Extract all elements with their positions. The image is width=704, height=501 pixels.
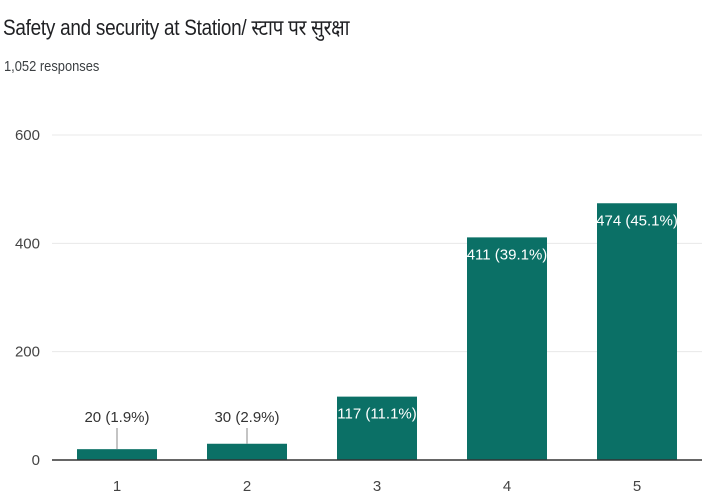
y-tick-label: 400 bbox=[15, 235, 40, 252]
bar-4 bbox=[467, 237, 547, 460]
data-labels: 20 (1.9%) 30 (2.9%) 117 (11.1%) 411 (39.1%)… bbox=[84, 212, 677, 426]
y-axis-ticks: 0 200 400 600 bbox=[15, 127, 40, 469]
y-tick-label: 0 bbox=[32, 452, 40, 469]
response-count: 1,052 responses bbox=[4, 58, 100, 75]
data-label-5: 474 (45.1%) bbox=[596, 212, 678, 229]
x-tick-label: 1 bbox=[113, 478, 121, 495]
bar-3 bbox=[337, 396, 417, 460]
label-leaders bbox=[116, 428, 248, 450]
bar-1 bbox=[77, 449, 157, 460]
data-label-1: 20 (1.9%) bbox=[84, 409, 149, 426]
data-label-3: 117 (11.1%) bbox=[337, 406, 417, 423]
data-label-2: 30 (2.9%) bbox=[214, 409, 279, 426]
bars bbox=[77, 203, 677, 460]
bar-2 bbox=[207, 443, 287, 460]
y-tick-label: 600 bbox=[15, 127, 40, 144]
x-tick-label: 5 bbox=[633, 478, 641, 495]
x-tick-label: 4 bbox=[503, 478, 511, 495]
chart-title: Safety and security at Station/ स्टाप पर… bbox=[3, 15, 350, 40]
x-tick-label: 2 bbox=[243, 478, 251, 495]
x-axis-ticks: 1 2 3 4 5 bbox=[113, 478, 641, 495]
data-label-4: 411 (39.1%) bbox=[467, 246, 548, 263]
bar-5 bbox=[597, 203, 677, 460]
gridlines bbox=[52, 134, 702, 353]
y-tick-label: 200 bbox=[15, 344, 40, 361]
x-tick-label: 3 bbox=[373, 478, 381, 495]
